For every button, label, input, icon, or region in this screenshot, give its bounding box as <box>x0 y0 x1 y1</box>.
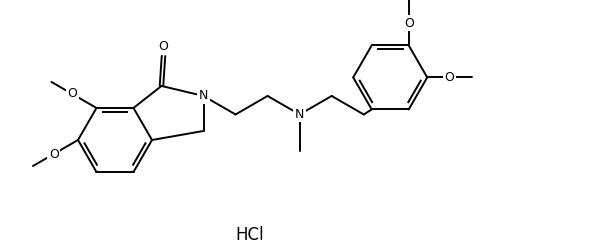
Text: N: N <box>199 89 208 103</box>
Text: O: O <box>49 147 58 161</box>
Text: O: O <box>444 71 454 84</box>
Text: O: O <box>68 87 77 101</box>
Text: N: N <box>295 108 305 121</box>
Text: O: O <box>404 17 414 30</box>
Text: HCl: HCl <box>236 226 264 244</box>
Text: O: O <box>159 41 168 53</box>
